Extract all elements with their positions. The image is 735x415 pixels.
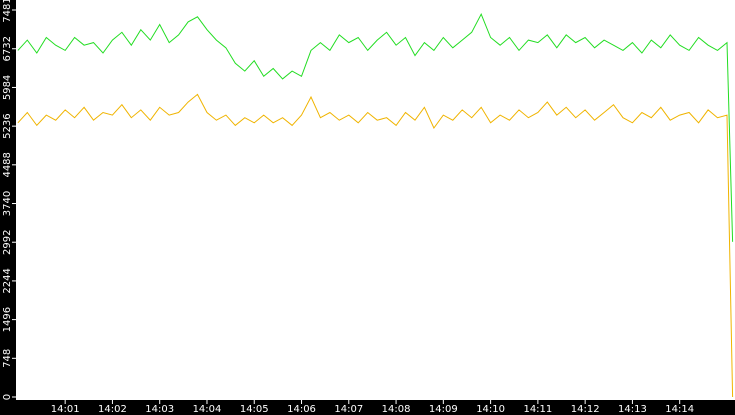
- x-tick-label: 14:01: [51, 404, 80, 415]
- x-tick-label: 14:10: [476, 404, 505, 415]
- x-tick-label: 14:05: [240, 404, 269, 415]
- x-tick-label: 14:02: [98, 404, 127, 415]
- x-tick-label: 14:12: [571, 404, 600, 415]
- y-tick-label: 2244: [2, 268, 13, 293]
- y-tick-label: 5236: [2, 113, 13, 138]
- x-tick-label: 14:04: [193, 404, 222, 415]
- x-tick-label: 14:03: [145, 404, 174, 415]
- y-tick-label: 6732: [2, 36, 13, 61]
- y-tick-label: 7481: [2, 0, 13, 23]
- series-line: [17, 93, 734, 398]
- y-tick-label: 4488: [2, 152, 13, 177]
- y-tick-label: 2992: [2, 229, 13, 254]
- plot-area: [16, 0, 735, 400]
- y-tick-label: 3740: [2, 191, 13, 216]
- x-tick-label: 14:11: [523, 404, 552, 415]
- x-tick-label: 14:07: [334, 404, 363, 415]
- x-tick-label: 14:09: [429, 404, 458, 415]
- y-tick-label: 0: [2, 394, 13, 400]
- x-tick-label: 14:14: [665, 404, 694, 415]
- series-line: [17, 13, 734, 242]
- x-tick-label: 14:08: [382, 404, 411, 415]
- y-tick-label: 748: [2, 349, 13, 368]
- y-tick-label: 5984: [2, 75, 13, 100]
- x-tick-label: 14:13: [618, 404, 647, 415]
- x-tick-label: 14:06: [287, 404, 316, 415]
- y-tick-label: 1496: [2, 307, 13, 332]
